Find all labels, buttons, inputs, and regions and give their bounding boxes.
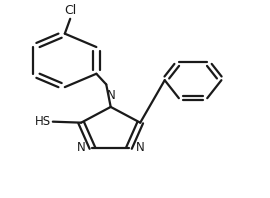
- Text: Cl: Cl: [64, 4, 76, 17]
- Text: N: N: [136, 141, 145, 154]
- Text: HS: HS: [35, 115, 51, 128]
- Text: N: N: [77, 141, 85, 154]
- Text: N: N: [107, 89, 115, 102]
